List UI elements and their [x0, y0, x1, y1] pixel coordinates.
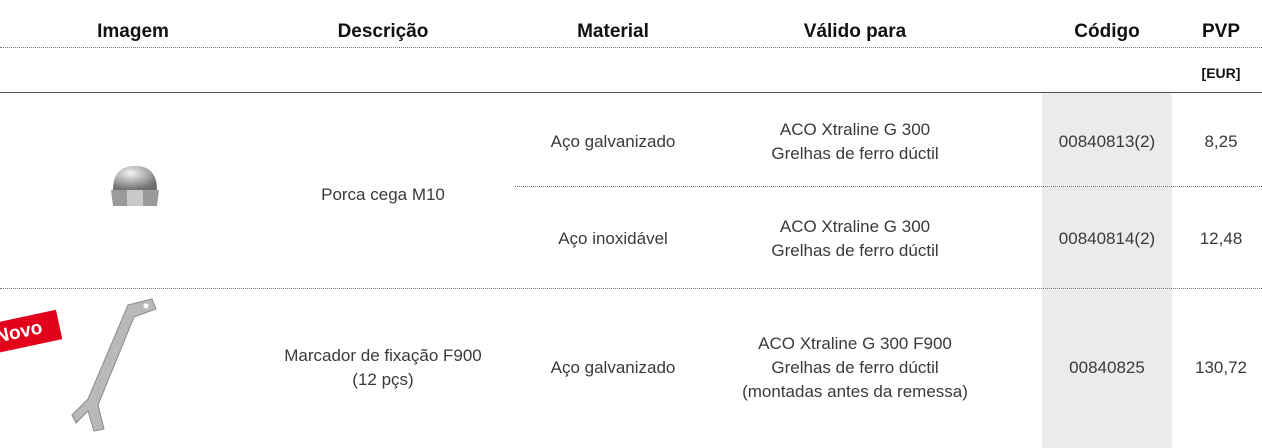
price: 130,72	[1195, 358, 1247, 377]
column-header: Descrição	[337, 21, 429, 42]
description: (12 pçs)	[352, 370, 414, 389]
new-badge: Novo	[0, 309, 63, 357]
bracket-image	[71, 298, 157, 432]
header-rule	[0, 92, 1262, 93]
unit-label: [EUR]	[1201, 65, 1241, 81]
column-header: Imagem	[97, 21, 169, 42]
material: Aço galvanizado	[550, 131, 676, 151]
valid-for: Grelhas de ferro dúctil	[771, 143, 939, 163]
code: 00840825	[1069, 358, 1145, 377]
column-header: Material	[577, 21, 649, 42]
valid-for: Grelhas de ferro dúctil	[771, 358, 939, 377]
material: Aço galvanizado	[550, 358, 676, 377]
code-column-bg	[1042, 93, 1172, 448]
valid-for: ACO Xtraline G 300 F900	[758, 334, 952, 353]
row-divider	[0, 288, 1262, 289]
variant-divider	[515, 186, 1262, 187]
valid-for: ACO Xtraline G 300	[779, 217, 931, 237]
price: 8,25	[1204, 131, 1238, 151]
valid-for: Grelhas de ferro dúctil	[771, 241, 939, 261]
valid-for: (montadas antes da remessa)	[742, 382, 968, 401]
header-divider	[0, 47, 1262, 48]
valid-for: ACO Xtraline G 300	[779, 119, 931, 139]
price: 12,48	[1199, 229, 1243, 249]
column-header: Válido para	[803, 21, 907, 42]
code: 00840813(2)	[1058, 131, 1156, 151]
code: 00840814(2)	[1058, 229, 1156, 249]
description: Marcador de fixação F900	[284, 346, 482, 365]
column-header: PVP	[1201, 21, 1241, 42]
column-header: Código	[1074, 21, 1140, 42]
nut-image	[111, 166, 159, 206]
material: Aço inoxidável	[558, 229, 668, 249]
description: Porca cega M10	[321, 184, 445, 204]
